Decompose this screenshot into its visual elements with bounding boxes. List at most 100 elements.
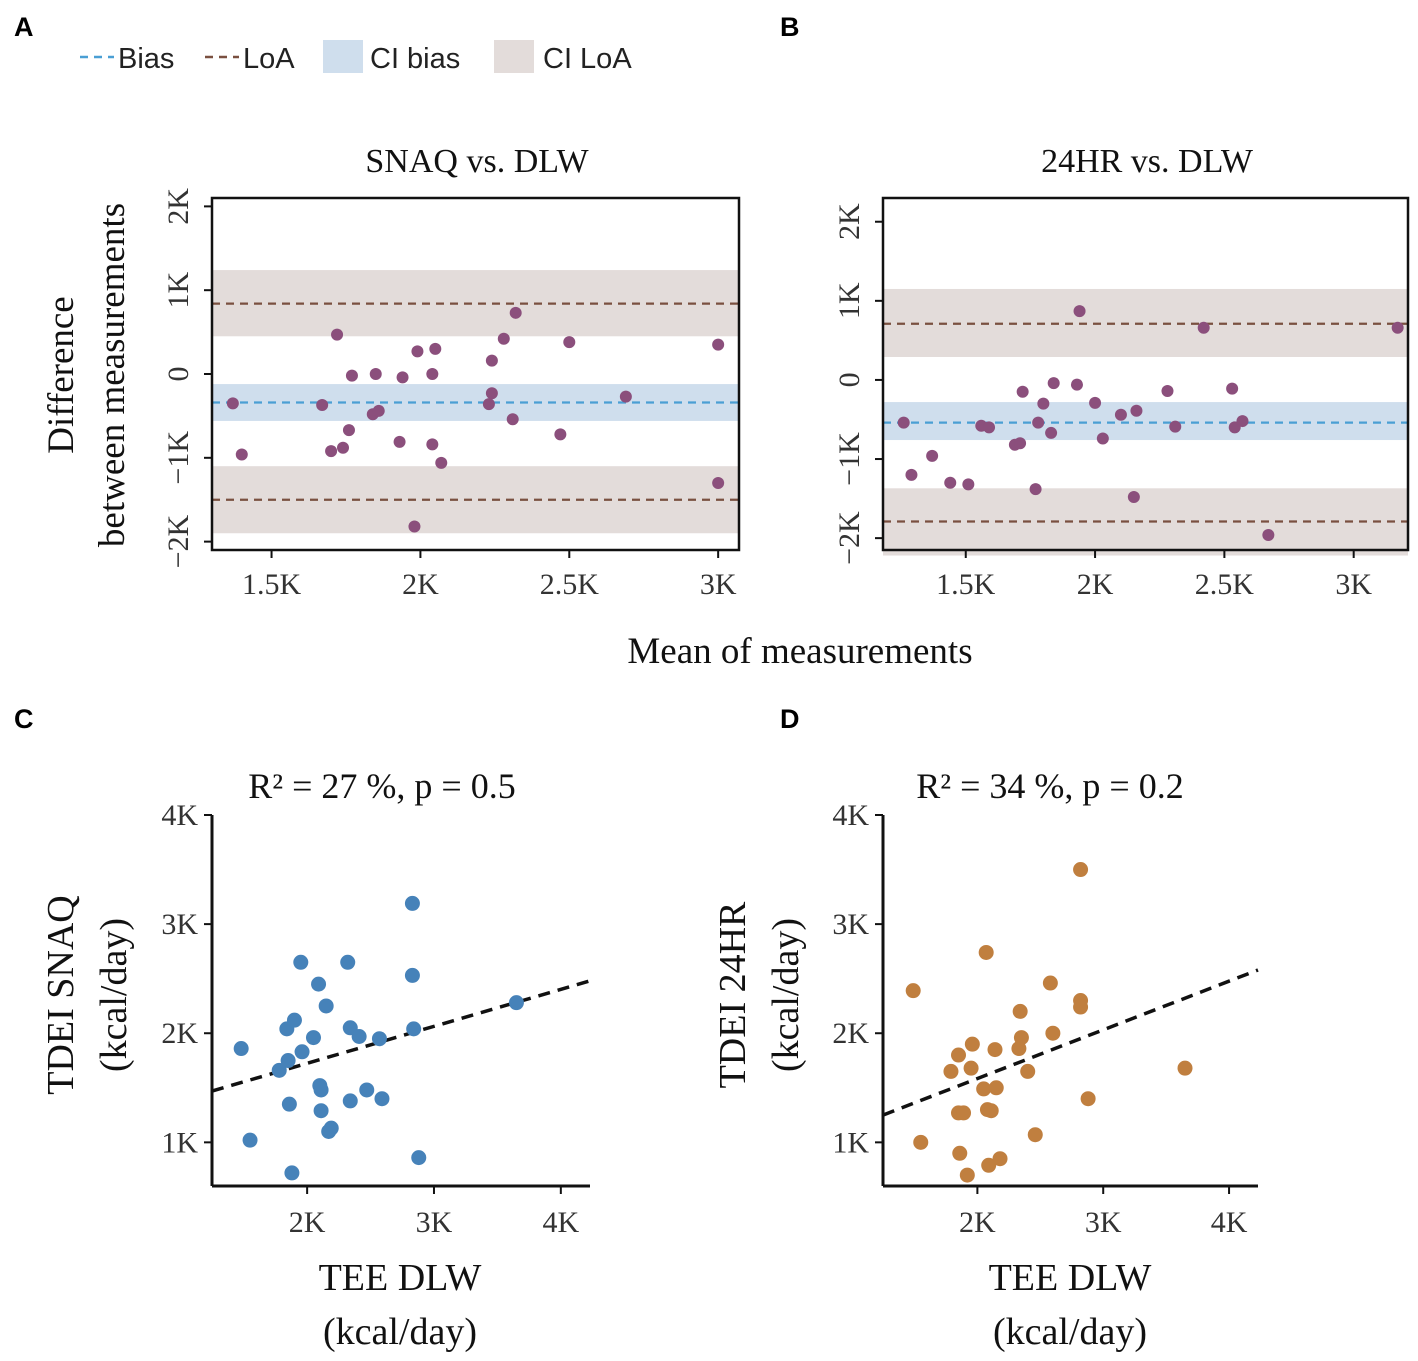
chart-d-point-14: [983, 1103, 999, 1119]
chart-c-point-9: [294, 1044, 310, 1060]
chart-b-point-17: [1089, 396, 1102, 409]
chart-b: 24HR vs. DLW 1.5K 2K 2.5K 3K −2K −1K 0 1K 2K: [833, 143, 1410, 601]
chart-b-point-16: [1073, 305, 1086, 318]
chart-c-xtick-label-2: 4K: [542, 1206, 579, 1239]
legend-loa-label: LoA: [243, 43, 295, 75]
shared-xlabel: Mean of measurements: [627, 631, 972, 672]
chart-d-point-28: [1080, 1091, 1096, 1107]
chart-c-point-27: [406, 1021, 422, 1037]
chart-c-point-28: [411, 1150, 427, 1166]
chart-a-point-9: [369, 368, 382, 380]
chart-b-point-8: [1014, 437, 1027, 450]
chart-b-xtick-label-1: 2K: [1077, 568, 1114, 601]
chart-b-point-3: [944, 476, 957, 489]
chart-d-point-10: [976, 1081, 992, 1097]
chart-a-point-15: [426, 368, 439, 380]
chart-b-point-21: [1130, 404, 1143, 417]
chart-c-point-29: [508, 995, 524, 1011]
chart-d-point-13: [981, 1157, 997, 1173]
chart-c-point-21: [351, 1029, 367, 1045]
chart-a-xtick-label-3: 3K: [700, 568, 737, 601]
chart-d: R² = 34 %, p = 0.2 TDEI 24HR (kcal/day) …: [712, 766, 1259, 1353]
chart-a-point-3: [325, 445, 338, 458]
chart-c-ytick-label-2: 3K: [161, 908, 198, 941]
chart-a-ytick-label-2: 0: [162, 367, 195, 382]
chart-a-point-21: [485, 387, 498, 400]
chart-d-point-7: [959, 1167, 975, 1183]
chart-a-point-1: [235, 448, 248, 461]
chart-d-point-24: [1045, 1025, 1061, 1041]
chart-d-ylabel-line2: (kcal/day): [765, 918, 807, 1072]
chart-a-ci-bias-band: [212, 384, 739, 421]
chart-c-point-26: [404, 895, 420, 911]
chart-b-ci-loa-lower-band: [883, 488, 1408, 556]
chart-b-ytick-label-3: 1K: [833, 282, 866, 319]
chart-d-point-23: [1042, 975, 1058, 991]
chart-d-point-3: [951, 1047, 967, 1063]
chart-b-point-22: [1161, 385, 1174, 398]
legend-bias-label: Bias: [118, 43, 174, 75]
chart-c-point-18: [340, 954, 356, 970]
chart-d-point-6: [956, 1105, 972, 1121]
chart-c-point-8: [293, 954, 309, 970]
chart-c-point-1: [242, 1132, 258, 1148]
legend-ci-bias-swatch: [323, 40, 363, 73]
chart-d-point-17: [992, 1151, 1008, 1167]
chart-a-point-28: [712, 338, 725, 351]
chart-c-xlabel-line1: TEE DLW: [319, 1257, 482, 1299]
chart-a-plot: 1.5K 2K 2.5K 3K −2K −1K 0 1K 2K: [162, 188, 741, 601]
chart-c-point-7: [286, 1012, 302, 1028]
chart-b-point-10: [1029, 483, 1042, 496]
chart-d-xlabel-line2: (kcal/day): [993, 1311, 1147, 1353]
chart-c-point-11: [311, 976, 327, 992]
chart-a-ytick-label-3: 1K: [162, 272, 195, 309]
chart-b-point-19: [1114, 408, 1127, 421]
chart-a-point-20: [485, 354, 498, 367]
chart-c-point-13: [313, 1082, 329, 1098]
chart-a-point-12: [396, 371, 409, 384]
chart-d-point-9: [964, 1036, 980, 1052]
chart-a-point-18: [435, 456, 448, 469]
chart-d-ytick-label-2: 3K: [832, 908, 869, 941]
chart-b-frame: [881, 196, 1410, 552]
chart-a-point-24: [509, 306, 522, 319]
chart-d-ytick-label-1: 2K: [832, 1017, 869, 1050]
chart-b-ci-loa-upper-band: [883, 288, 1408, 357]
chart-c-plot: 2K 3K 4K 1K 2K 3K 4K: [161, 799, 591, 1239]
chart-c-title: R² = 27 %, p = 0.5: [248, 766, 515, 806]
chart-d-ylabel-line1: TDEI 24HR: [712, 901, 754, 1088]
chart-d-point-15: [987, 1042, 1003, 1058]
chart-c-xtick-label-0: 2K: [289, 1206, 326, 1239]
chart-b-ci-bias-band: [883, 402, 1408, 441]
chart-d-point-8: [963, 1060, 979, 1076]
chart-a-point-19: [482, 398, 495, 411]
chart-a-point-11: [393, 435, 406, 448]
chart-c-point-4: [280, 1053, 296, 1069]
chart-c-point-5: [281, 1096, 297, 1112]
chart-a-ytick-label-1: −1K: [162, 431, 195, 485]
chart-b-ytick-label-1: −1K: [833, 432, 866, 486]
chart-b-plot: 1.5K 2K 2.5K 3K −2K −1K 0 1K 2K: [833, 196, 1410, 601]
chart-b-point-13: [1045, 426, 1058, 439]
chart-b-xtick-label-0: 1.5K: [936, 568, 996, 601]
chart-a-point-26: [563, 336, 576, 349]
legend: Bias LoA CI bias CI LoA: [80, 40, 632, 75]
chart-a-point-5: [337, 441, 350, 454]
chart-b-point-11: [1032, 416, 1045, 429]
chart-c-point-10: [305, 1030, 321, 1046]
chart-b-point-18: [1096, 432, 1109, 445]
legend-ci-loa-label: CI LoA: [543, 43, 632, 75]
chart-d-point-22: [1027, 1127, 1043, 1143]
panel-label-a: A: [14, 12, 34, 42]
chart-a-point-6: [342, 424, 355, 437]
chart-c-point-14: [313, 1103, 329, 1119]
chart-a-xtick-label-0: 1.5K: [242, 568, 302, 601]
chart-c-point-25: [404, 967, 420, 983]
chart-a: SNAQ vs. DLW 1.5K 2K 2.5K 3K −2K −1K 0 1K 2K: [162, 143, 741, 601]
chart-a-point-2: [316, 399, 329, 412]
chart-d-xtick-label-0: 2K: [959, 1206, 996, 1239]
chart-a-point-22: [497, 332, 510, 345]
chart-c-xtick-label-1: 3K: [416, 1206, 453, 1239]
chart-a-point-10: [372, 404, 385, 417]
